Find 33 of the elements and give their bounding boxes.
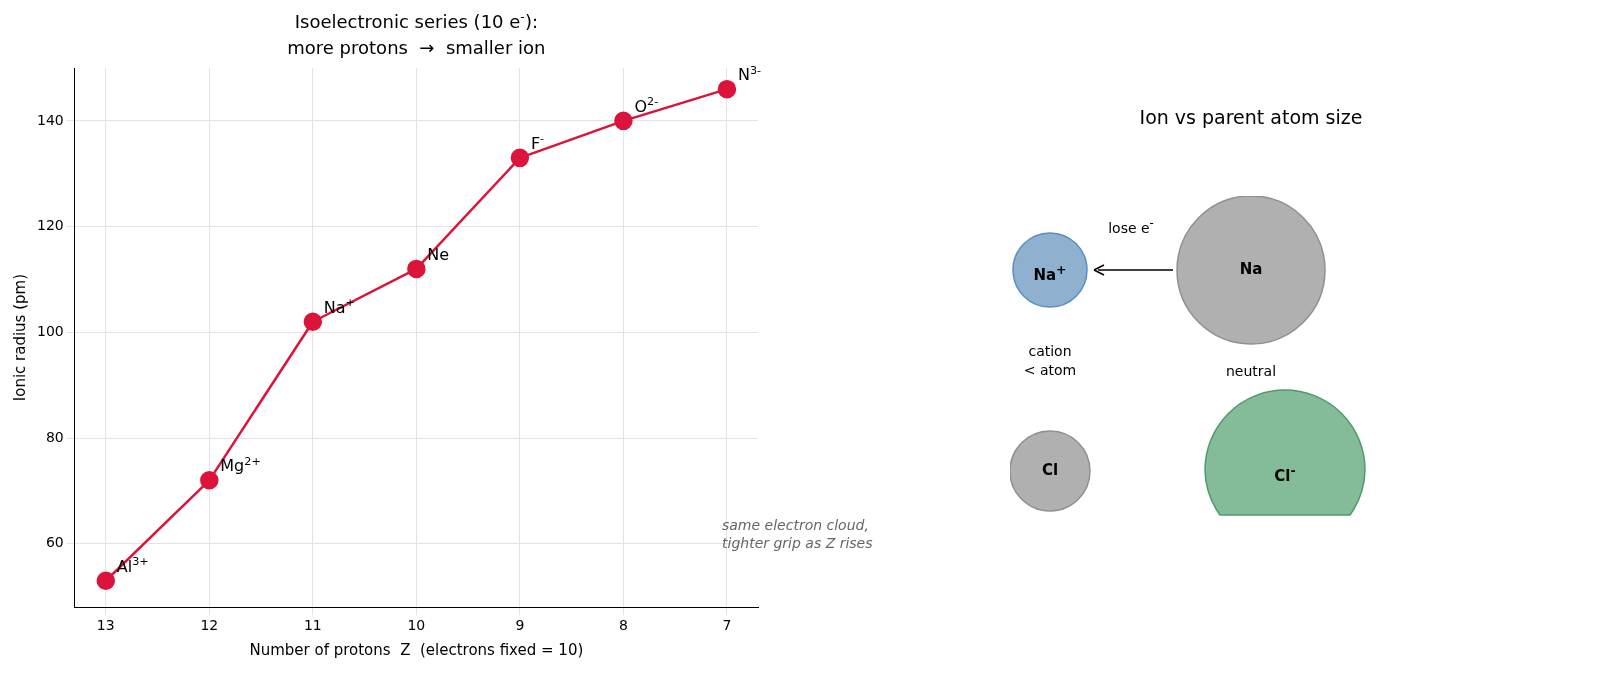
x-tick-label: 13 <box>96 617 115 634</box>
text: lose e$^{-}$ <box>1108 216 1154 236</box>
point <box>96 571 116 591</box>
point <box>717 79 737 99</box>
x-tick-label: 7 <box>722 617 732 634</box>
x-axis-title: Number of protons Z (electrons fixed = 10) <box>249 640 584 659</box>
y-axis-title: Ionic radius (pm) <box>10 273 29 402</box>
text: Cl <box>1041 461 1059 479</box>
text: cation < atom <box>1023 343 1077 378</box>
y-tick-label: 100 <box>36 322 64 339</box>
text: Na$^{+}$ <box>1033 262 1067 284</box>
annotation: same electron cloud, tighter grip as Z rises <box>722 517 873 551</box>
y-tick-label: 80 <box>45 428 64 445</box>
text: neutral <box>1225 363 1277 379</box>
x-tick-label: 8 <box>618 617 628 634</box>
y-tick-label: 140 <box>36 111 64 128</box>
x-tick-label: 10 <box>407 617 426 634</box>
annotation: F- <box>530 132 545 153</box>
text: Cl$^{-}$ <box>1274 463 1296 485</box>
annotation: Ne <box>427 244 450 264</box>
point <box>407 259 426 279</box>
point <box>510 148 530 168</box>
y-tick-label: 120 <box>36 217 64 234</box>
x-tick-label: 11 <box>303 617 322 634</box>
x-tick-label: 12 <box>200 617 219 634</box>
text: Na <box>1239 260 1263 278</box>
point <box>614 111 633 131</box>
chart-title: Isoelectronic series (10 e-): more protons → smaller ion <box>287 8 546 58</box>
y-tick-label: 60 <box>45 534 64 551</box>
point <box>200 471 219 490</box>
text: Ion vs parent atom size <box>1139 106 1363 128</box>
point <box>303 312 323 331</box>
x-tick-label: 9 <box>515 617 525 634</box>
